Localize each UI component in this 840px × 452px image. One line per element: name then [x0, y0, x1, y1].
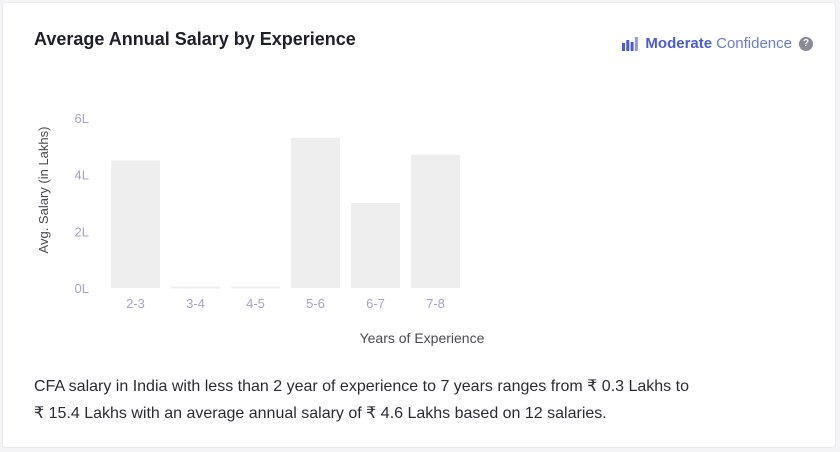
bar-chart-icon [622, 36, 639, 51]
bar-2-3 [111, 160, 160, 288]
help-icon[interactable]: ? [799, 36, 813, 51]
bar-3-4 [171, 286, 220, 289]
x-tick-label: 7-8 [426, 296, 445, 311]
salary-summary: CFA salary in India with less than 2 yea… [34, 373, 794, 427]
bar-6-7 [351, 203, 400, 288]
confidence-level: Moderate [645, 35, 713, 52]
confidence-indicator: Moderate Confidence ? [622, 35, 813, 52]
bar-7-8 [411, 154, 460, 288]
y-tick-label: 6L [75, 111, 89, 126]
bar-4-5 [231, 286, 280, 289]
bar-5-6 [291, 137, 340, 288]
salary-card: Average Annual Salary by Experience Mode… [2, 2, 836, 448]
x-tick-label: 2-3 [126, 296, 145, 311]
confidence-label: Confidence [716, 35, 792, 52]
y-tick-label: 2L [75, 224, 89, 239]
x-tick-label: 3-4 [186, 296, 205, 311]
x-axis-label: Years of Experience [360, 330, 485, 346]
x-tick-label: 5-6 [306, 296, 325, 311]
card-title: Average Annual Salary by Experience [34, 29, 356, 49]
summary-line-2: ₹ 15.4 Lakhs with an average annual sala… [34, 405, 607, 422]
x-tick-label: 4-5 [246, 296, 265, 311]
summary-line-1: CFA salary in India with less than 2 yea… [34, 378, 689, 395]
y-tick-label: 4L [75, 168, 89, 183]
y-axis-label: Avg. Salary (in Lakhs) [36, 127, 51, 254]
x-tick-label: 6-7 [366, 296, 385, 311]
y-tick-label: 0L [75, 281, 89, 296]
salary-bar-chart: 0L 2L 4L 6L 2-3 3-4 4-5 5-6 6-7 7-8 Years of Exper… [36, 111, 485, 346]
